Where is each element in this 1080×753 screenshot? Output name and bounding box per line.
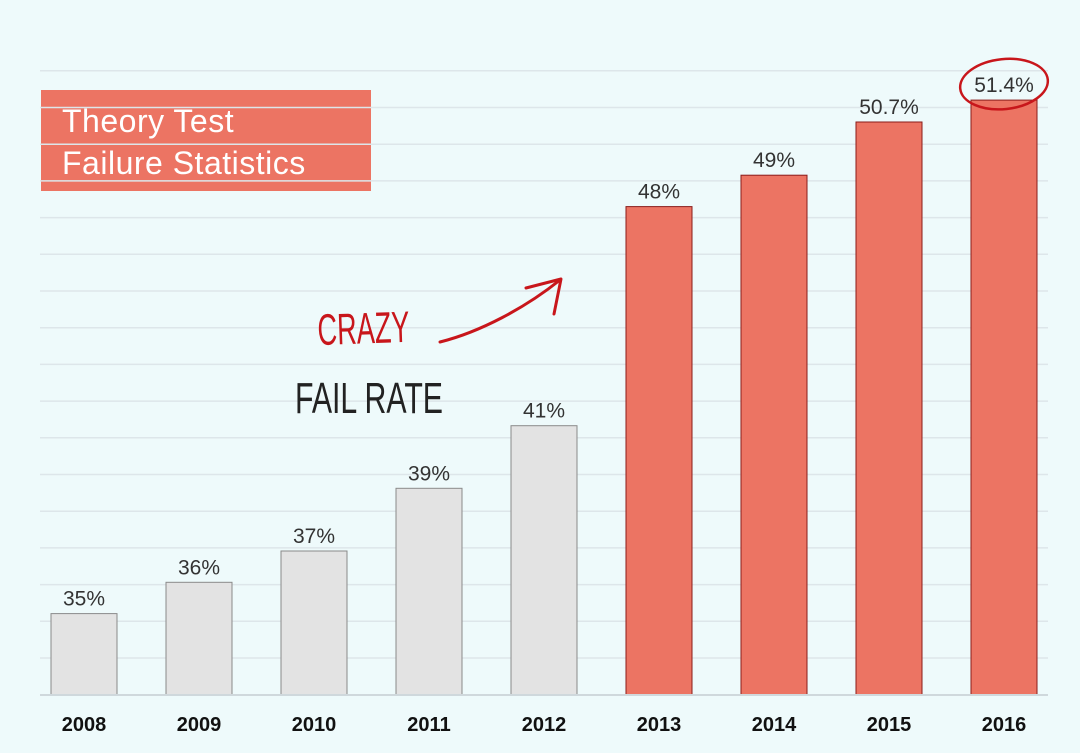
bar-2008 xyxy=(50,613,118,696)
x-tick-label-2016: 2016 xyxy=(982,714,1027,736)
value-label-2013: 48% xyxy=(638,181,680,204)
chart-title-line2: Failure Statistics xyxy=(62,145,306,181)
value-label-2016: 51.4% xyxy=(974,74,1034,97)
value-label-2009: 36% xyxy=(178,556,220,579)
annotation-crazy: CRAZY xyxy=(317,303,411,355)
bar-2014 xyxy=(740,174,808,696)
value-label-2011: 39% xyxy=(408,462,450,485)
bar-2011 xyxy=(395,487,463,696)
bar-2012 xyxy=(510,425,578,696)
annotation-fail-rate: FAIL RATE xyxy=(295,374,443,423)
value-label-2012: 41% xyxy=(523,400,565,423)
x-tick-label-2009: 2009 xyxy=(177,714,222,736)
x-axis-labels-group: 2008 2009 2010 2011 2012 2013 2014 2015 2016 xyxy=(62,714,1027,736)
bar-2010 xyxy=(280,550,348,696)
x-tick-label-2013: 2013 xyxy=(637,714,682,736)
value-label-2014: 49% xyxy=(753,149,795,172)
annotation-arrowhead xyxy=(524,277,563,316)
x-tick-label-2014: 2014 xyxy=(752,714,797,736)
highlight-circle xyxy=(958,57,1050,111)
bar-2015 xyxy=(855,121,923,696)
x-tick-label-2010: 2010 xyxy=(292,714,337,736)
annotation: CRAZY FAIL RATE xyxy=(295,277,563,423)
x-tick-label-2012: 2012 xyxy=(522,714,567,736)
bars-group xyxy=(50,99,1038,696)
bar-2013 xyxy=(625,206,693,696)
bar-2016 xyxy=(970,99,1038,696)
value-label-2015: 50.7% xyxy=(859,96,919,119)
bar-2009 xyxy=(165,581,233,696)
chart-title-line1: Theory Test xyxy=(62,103,235,139)
value-labels-group: 35% 36% 37% 39% 41% 48% 49% 50.7% 51.4% xyxy=(63,74,1034,611)
x-tick-label-2015: 2015 xyxy=(867,714,912,736)
x-tick-label-2008: 2008 xyxy=(62,714,107,736)
annotation-arrow xyxy=(438,278,562,344)
value-label-2010: 37% xyxy=(293,525,335,548)
x-tick-label-2011: 2011 xyxy=(407,714,450,736)
value-label-2008: 35% xyxy=(63,588,105,611)
